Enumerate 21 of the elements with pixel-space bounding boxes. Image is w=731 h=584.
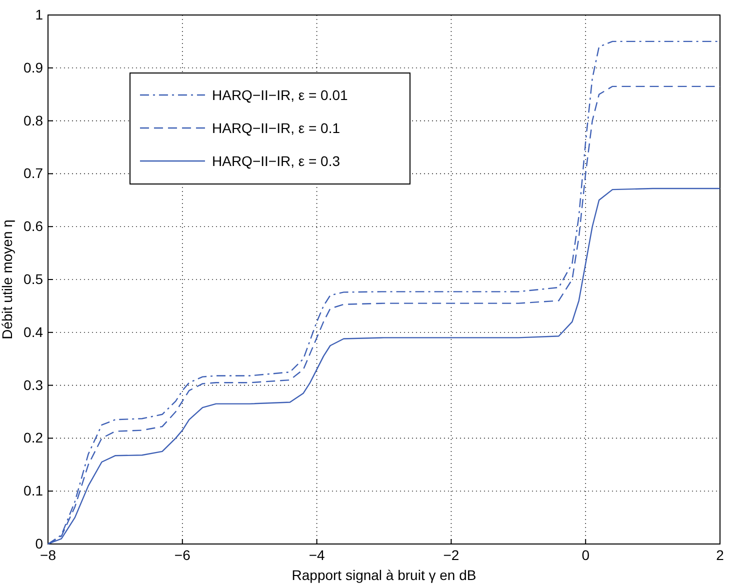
x-tick-label: −2 xyxy=(443,546,460,563)
legend-label: HARQ−II−IR, ε = 0.01 xyxy=(212,87,348,103)
y-tick-label: 0.7 xyxy=(24,165,44,182)
y-tick-label: 0.8 xyxy=(24,112,44,128)
y-tick-label: 0.9 xyxy=(24,59,44,76)
x-axis-title: Rapport signal à bruit γ en dB xyxy=(292,567,476,583)
x-tick-label: −6 xyxy=(174,546,191,563)
x-tick-label: 2 xyxy=(716,546,724,563)
y-tick-label: 1 xyxy=(35,6,44,22)
y-tick-label: 0.2 xyxy=(24,430,44,446)
y-tick-label: 0.3 xyxy=(24,376,44,393)
x-tick-label: 0 xyxy=(582,546,590,563)
y-tick-label: 0.5 xyxy=(24,270,44,287)
legend-label: HARQ−II−IR, ε = 0.1 xyxy=(212,120,340,136)
y-tick-label: 0.1 xyxy=(24,482,44,499)
legend-label: HARQ−II−IR, ε = 0.3 xyxy=(212,153,340,169)
y-tick-label: 0 xyxy=(35,535,44,552)
x-tick-label: −4 xyxy=(308,546,325,563)
y-axis-title: Débit utile moyen η xyxy=(0,220,15,340)
y-tick-label: 0.4 xyxy=(24,324,44,340)
y-tick-label: 0.6 xyxy=(24,218,44,234)
